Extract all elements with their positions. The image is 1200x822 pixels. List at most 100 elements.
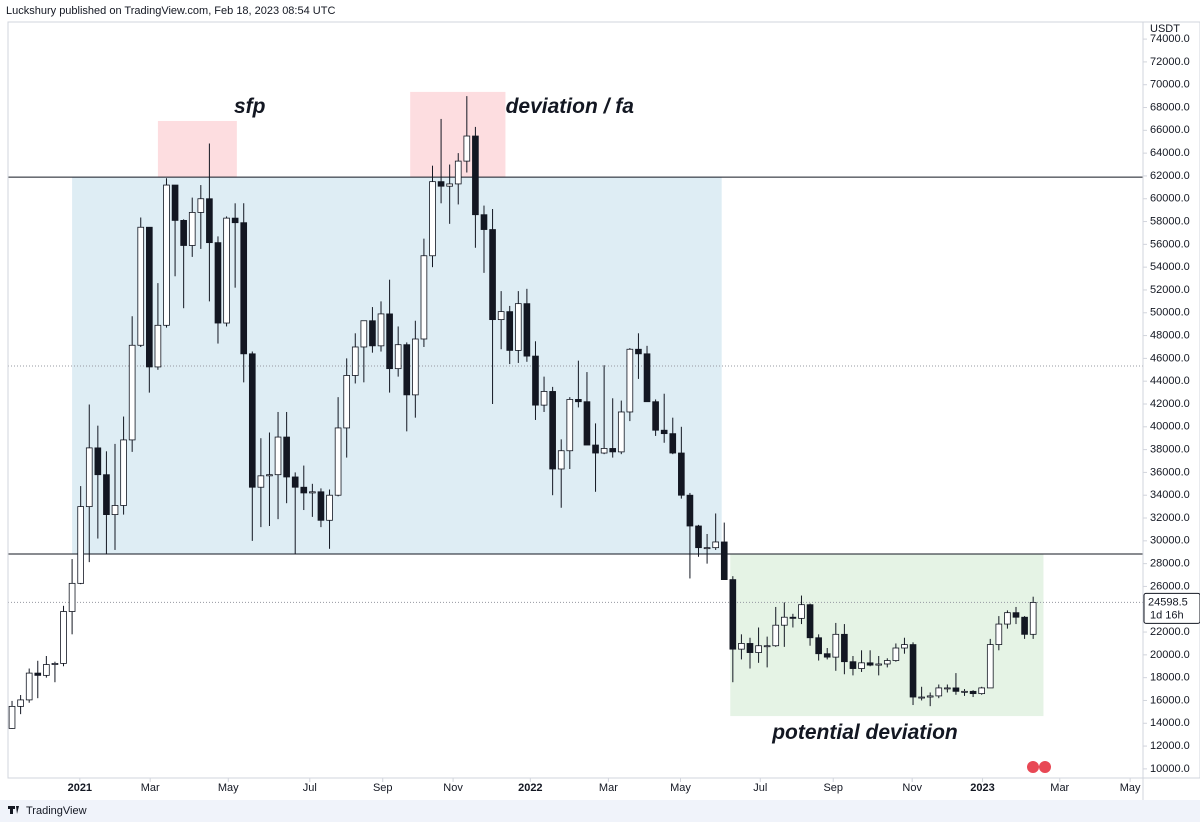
candle-body [343,375,351,429]
candle-body [952,687,960,692]
candle-body [497,311,505,321]
candle-body [326,494,333,521]
candle-body [43,664,50,676]
candle-body [557,450,565,470]
x-tick-label: Mar [599,782,618,794]
candle-body [780,616,788,626]
candle-body [240,222,248,355]
candle-body [841,633,848,663]
candle-body [652,401,659,431]
candle-body [489,229,496,321]
y-tick-label: 20000.0 [1150,649,1190,661]
x-tick-label: Mar [1050,782,1069,794]
y-tick-label: 34000.0 [1150,489,1190,501]
candle-body [171,184,179,221]
y-tick-label: 46000.0 [1150,352,1190,364]
zone [157,120,237,178]
candle-body [866,662,874,666]
footer-bar [0,800,1200,822]
candle-body [823,653,831,658]
x-tick-label: Nov [902,782,922,794]
candle-body [480,214,488,230]
y-tick-label: 52000.0 [1150,284,1190,296]
y-tick-label: 66000.0 [1150,124,1190,136]
y-tick-label: 68000.0 [1150,101,1190,113]
y-tick-label: 38000.0 [1150,444,1190,456]
candle-body [8,705,16,729]
candle-body [514,303,522,351]
x-tick-label: Sep [823,782,843,794]
candle-body [291,476,299,488]
y-tick-label: 60000.0 [1150,193,1190,205]
candle-body [600,448,608,454]
x-tick-label: Sep [373,782,393,794]
candle-body [463,135,471,162]
candle-body [309,491,316,494]
candle-body [180,220,187,246]
x-tick-label: 2021 [68,782,92,794]
header: Luckshury published on TradingView.com, … [6,5,335,17]
candle-body [832,633,840,658]
candle-body [643,353,651,403]
candle-body [695,525,702,549]
candle-body [995,623,1003,645]
y-tick-label: 44000.0 [1150,375,1190,387]
candle-body [154,324,162,368]
candle-body [317,491,325,521]
candle-body [609,448,617,453]
candle-body [798,604,805,619]
candle-body [566,399,574,452]
candle-body [206,198,213,244]
y-tick-label: 22000.0 [1150,626,1190,638]
x-tick-label: Jul [303,782,317,794]
y-tick-label: 50000.0 [1150,307,1190,319]
y-tick-label: 16000.0 [1150,694,1190,706]
candle-body [926,695,934,698]
candle-body [763,645,771,648]
candle-body [703,547,711,550]
candle-body [875,663,883,666]
candle-body [686,494,694,527]
x-tick-label: Jul [753,782,767,794]
candle-body [935,687,943,697]
x-tick-label: May [218,782,239,794]
candle-body [712,541,719,549]
y-tick-label: 54000.0 [1150,261,1190,273]
candle-body [892,647,900,661]
candle-body [60,611,67,664]
candle-body [17,699,24,707]
candle-body [360,320,368,348]
y-tick-label: 48000.0 [1150,329,1190,341]
y-tick-label: 64000.0 [1150,147,1190,159]
candle-body [394,344,402,370]
candle-body [969,690,977,695]
candle-body [1029,602,1037,635]
candle-body [506,311,514,351]
candle-body [351,346,359,376]
candle-body [523,303,531,357]
y-tick-label: 26000.0 [1150,580,1190,592]
candle-body [901,644,908,649]
candle-body [678,452,685,496]
last-price-label: 24598.5 [1148,596,1188,608]
candle-body [806,604,814,639]
candle-body [978,687,985,695]
candle-body [583,401,591,446]
candle-body [68,582,76,612]
x-tick-label: Nov [443,782,463,794]
candle-body [420,255,428,340]
candle-body [720,541,728,580]
y-tick-label: 58000.0 [1150,215,1190,227]
candle-body [188,212,196,246]
candle-body [274,436,282,476]
candle-body [849,661,857,669]
candle-body [334,427,342,496]
x-tick-label: May [1120,782,1141,794]
candle-body [660,429,668,435]
candle-body [635,348,642,355]
candle-body [592,444,599,454]
zone [730,554,1044,717]
candle-body [223,217,230,324]
x-tick-label: Mar [141,782,160,794]
candle-body [532,355,539,406]
